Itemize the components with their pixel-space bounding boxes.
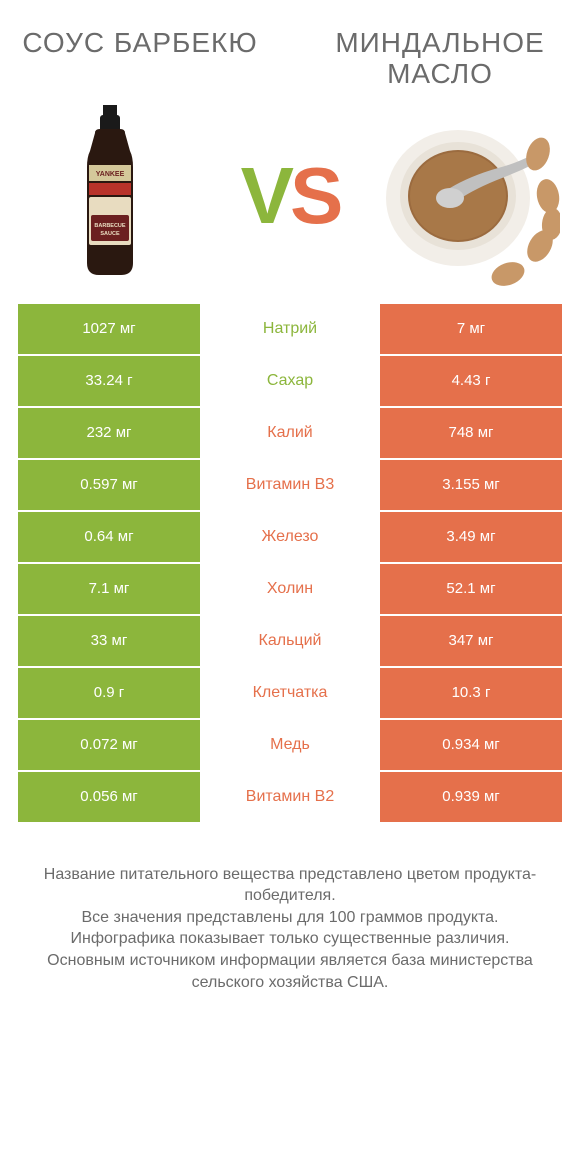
table-row: 0.64 мгЖелезо3.49 мг (18, 512, 562, 562)
table-row: 0.597 мгВитамин B33.155 мг (18, 460, 562, 510)
vs-s: S (290, 150, 339, 242)
footer-line: Все значения представлены для 100 граммо… (24, 907, 556, 929)
left-value-cell: 0.072 мг (18, 720, 200, 770)
nutrient-label: Сахар (200, 356, 380, 406)
svg-text:BARBECUE: BARBECUE (94, 223, 126, 229)
bbq-bottle-icon: YANKEE BARBECUE SAUCE (75, 103, 145, 283)
left-value-cell: 33 мг (18, 616, 200, 666)
table-row: 0.072 мгМедь0.934 мг (18, 720, 562, 770)
right-value-cell: 52.1 мг (380, 564, 562, 614)
image-row: YANKEE BARBECUE SAUCE VS (0, 98, 580, 304)
left-value-cell: 0.056 мг (18, 772, 200, 822)
right-value-cell: 3.49 мг (380, 512, 562, 562)
footer-line: Инфографика показывает только существенн… (24, 928, 556, 950)
svg-text:SAUCE: SAUCE (100, 231, 120, 237)
left-value-cell: 33.24 г (18, 356, 200, 406)
nutrition-table: 1027 мгНатрий7 мг33.24 гСахар4.43 г232 м… (0, 304, 580, 822)
nutrient-label: Медь (200, 720, 380, 770)
almond-butter-icon (380, 106, 560, 286)
footer-line: Название питательного вещества представл… (24, 864, 556, 907)
left-value-cell: 7.1 мг (18, 564, 200, 614)
left-value-cell: 0.597 мг (18, 460, 200, 510)
left-product-image: YANKEE BARBECUE SAUCE (20, 106, 200, 286)
right-value-cell: 7 мг (380, 304, 562, 354)
nutrient-label: Клетчатка (200, 668, 380, 718)
svg-text:YANKEE: YANKEE (96, 171, 125, 178)
header: СОУС БАРБЕКЮ МИНДАЛЬНОЕ МАСЛО (0, 0, 580, 98)
right-value-cell: 748 мг (380, 408, 562, 458)
left-value-cell: 0.64 мг (18, 512, 200, 562)
nutrient-label: Витамин B2 (200, 772, 380, 822)
table-row: 33.24 гСахар4.43 г (18, 356, 562, 406)
right-value-cell: 0.939 мг (380, 772, 562, 822)
nutrient-label: Витамин B3 (200, 460, 380, 510)
left-value-cell: 232 мг (18, 408, 200, 458)
right-value-cell: 347 мг (380, 616, 562, 666)
right-value-cell: 4.43 г (380, 356, 562, 406)
table-row: 7.1 мгХолин52.1 мг (18, 564, 562, 614)
nutrient-label: Калий (200, 408, 380, 458)
right-product-image (380, 106, 560, 286)
left-value-cell: 1027 мг (18, 304, 200, 354)
left-title: СОУС БАРБЕКЮ (20, 28, 260, 59)
table-row: 0.9 гКлетчатка10.3 г (18, 668, 562, 718)
right-value-cell: 3.155 мг (380, 460, 562, 510)
table-row: 1027 мгНатрий7 мг (18, 304, 562, 354)
footer-text: Название питательного вещества представл… (0, 824, 580, 994)
table-row: 33 мгКальций347 мг (18, 616, 562, 666)
right-value-cell: 10.3 г (380, 668, 562, 718)
nutrient-label: Натрий (200, 304, 380, 354)
right-title: МИНДАЛЬНОЕ МАСЛО (320, 28, 560, 90)
vs-v: V (241, 150, 290, 242)
nutrient-label: Холин (200, 564, 380, 614)
vs-label: VS (241, 150, 340, 242)
nutrient-label: Кальций (200, 616, 380, 666)
table-row: 232 мгКалий748 мг (18, 408, 562, 458)
right-value-cell: 0.934 мг (380, 720, 562, 770)
footer-line: Основным источником информации является … (24, 950, 556, 993)
table-row: 0.056 мгВитамин B20.939 мг (18, 772, 562, 822)
left-value-cell: 0.9 г (18, 668, 200, 718)
nutrient-label: Железо (200, 512, 380, 562)
